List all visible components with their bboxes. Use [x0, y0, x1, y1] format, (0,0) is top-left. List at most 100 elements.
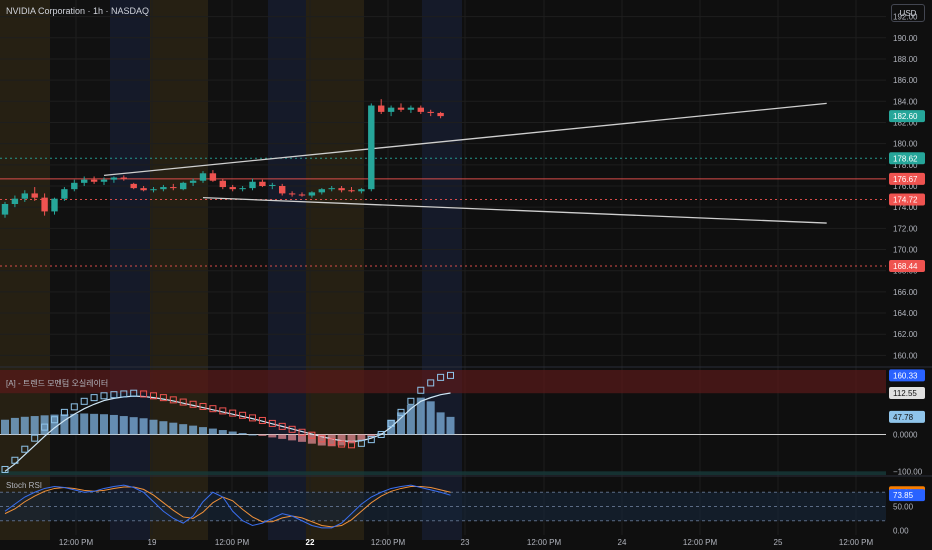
histogram-bar	[20, 416, 29, 435]
momentum-box	[100, 392, 108, 400]
momentum-box	[90, 394, 98, 402]
candle-body	[229, 187, 236, 190]
time-tick-label: 23	[461, 538, 470, 547]
histogram-bar	[30, 416, 39, 435]
osc-label-tag	[889, 369, 925, 382]
time-tick-label: 12:00 PM	[839, 538, 874, 547]
histogram-bar	[406, 405, 415, 435]
candle-body	[31, 193, 38, 198]
candle-body	[239, 188, 246, 190]
signal-line	[4, 392, 451, 472]
candle-body	[368, 105, 375, 190]
price-tick-label: 190.00	[893, 34, 918, 43]
momentum-box	[31, 434, 39, 442]
price-tick-label: 160.00	[893, 351, 918, 360]
candle-body	[249, 181, 256, 189]
session-band	[306, 0, 364, 540]
candle-body	[397, 107, 405, 110]
histogram-bar	[238, 433, 247, 435]
histogram-bar	[90, 413, 99, 435]
candle-body	[437, 112, 444, 117]
candle-body	[61, 189, 68, 199]
momentum-box	[110, 391, 118, 399]
histogram-bar	[50, 414, 59, 435]
momentum-box	[130, 389, 138, 397]
histogram-bar	[248, 434, 257, 436]
price-tick-label: 164.00	[893, 309, 918, 318]
momentum-box	[80, 397, 88, 405]
momentum-box	[140, 390, 148, 398]
price-tick-label: 180.00	[893, 140, 918, 149]
momentum-box	[427, 379, 435, 387]
price-tick-label: 174.00	[893, 203, 918, 212]
candle-body	[417, 107, 424, 112]
candle-body	[71, 182, 78, 190]
histogram-bar	[278, 434, 287, 439]
session-band	[268, 0, 306, 540]
momentum-box	[387, 419, 395, 427]
price-tick-label: 170.00	[893, 246, 918, 255]
candle-body	[81, 179, 88, 183]
horizontal-levels[interactable]	[0, 157, 886, 267]
candle-body	[269, 184, 276, 186]
price-label-text: 176.67	[893, 175, 918, 184]
trendlines[interactable]	[103, 102, 827, 224]
candlesticks	[1, 99, 444, 218]
histogram-bar	[258, 434, 267, 436]
candle-body	[358, 189, 365, 192]
histogram-bar	[288, 434, 297, 441]
price-label-text: 182.60	[893, 112, 918, 121]
momentum-box	[367, 436, 375, 444]
histogram-bar	[317, 434, 326, 446]
price-tick-label: 182.00	[893, 118, 918, 127]
osc-axis-label: 112.55	[893, 389, 917, 398]
candle-body	[338, 188, 345, 191]
momentum-box	[357, 439, 365, 447]
candle-body	[199, 173, 207, 181]
time-axis[interactable]: 12:00 PM 19 12:00 PM 22 12:00 PM 23 12:00 PM 24…	[59, 538, 874, 547]
histogram-bar	[189, 425, 198, 435]
candle-body	[120, 177, 127, 179]
histogram-bar	[416, 397, 425, 435]
momentum-box	[308, 431, 316, 439]
momentum-box	[407, 397, 415, 405]
trendline	[103, 102, 827, 177]
histogram-bar	[159, 421, 168, 435]
histogram-bar	[80, 413, 89, 435]
histogram-bar	[119, 416, 128, 435]
stoch-rsi-pane	[0, 484, 886, 529]
candle-body	[378, 105, 385, 112]
momentum-box	[249, 414, 256, 422]
histogram-bar	[1, 419, 9, 435]
momentum-box	[298, 428, 306, 436]
candle-body	[51, 198, 58, 212]
candle-body	[1, 204, 9, 215]
chart-title: NVIDIA Corporation · 1h · NASDAQ	[6, 6, 150, 16]
momentum-box	[70, 403, 78, 411]
candle-body	[387, 107, 395, 112]
histogram-bar	[129, 417, 138, 435]
histogram-bar	[149, 419, 158, 435]
trendline	[202, 196, 827, 224]
price-tick-label: 192.00	[893, 13, 918, 22]
histogram-bar	[298, 434, 306, 442]
momentum-box	[437, 373, 445, 381]
stoch-rsi-label: Stoch RSI	[6, 481, 43, 490]
histogram-bar	[228, 431, 237, 435]
time-tick-label: 12:00 PM	[59, 538, 94, 547]
momentum-box	[318, 435, 326, 443]
histogram-bar	[208, 428, 217, 435]
candle-body	[328, 188, 335, 190]
osc-label-tag	[889, 387, 925, 400]
currency-button[interactable]: USD	[891, 4, 925, 22]
momentum-box	[21, 445, 29, 453]
osc-axis-label: 47.78	[893, 413, 914, 422]
candle-body	[130, 183, 137, 189]
histogram-bar	[60, 414, 69, 435]
stoch-k-line	[4, 484, 451, 529]
momentum-box	[219, 407, 227, 415]
momentum-box	[41, 423, 49, 431]
osc-label-tag	[889, 410, 925, 423]
price-axis[interactable]: 160.00162.00164.00166.00168.00170.00172.…	[889, 13, 925, 536]
